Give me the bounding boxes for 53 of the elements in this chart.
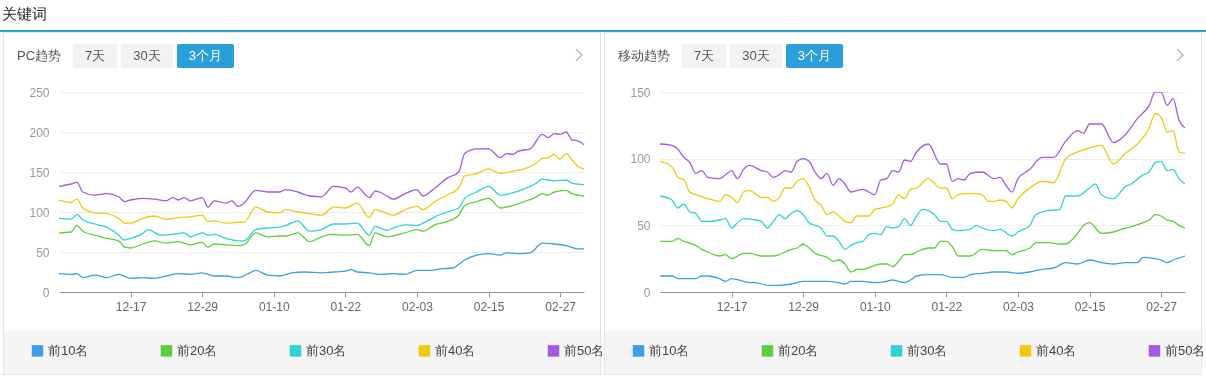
x-tick-label: 02-03 bbox=[402, 299, 434, 314]
line-series bbox=[660, 160, 1185, 250]
chart-title: 移动趋势 bbox=[618, 47, 670, 65]
line-series bbox=[660, 255, 1185, 286]
x-tick-label: 01-10 bbox=[258, 299, 290, 314]
x-tick-label: 12-29 bbox=[788, 299, 820, 314]
y-tick-label: 50 bbox=[637, 218, 651, 233]
x-tick-label: 12-29 bbox=[187, 299, 219, 314]
x-tick-label: 12-17 bbox=[115, 299, 147, 314]
x-tick-label: 02-27 bbox=[545, 299, 577, 314]
x-tick-label: 01-22 bbox=[931, 299, 963, 314]
x-tick-label: 02-03 bbox=[1003, 299, 1035, 314]
text: 3个月 bbox=[785, 44, 843, 68]
text: 7天 bbox=[682, 44, 727, 68]
legend-label: 前10名 bbox=[48, 342, 89, 358]
legend-label: 前50名 bbox=[564, 342, 605, 358]
line-series bbox=[660, 92, 1185, 196]
legend-label: 前40名 bbox=[435, 342, 476, 358]
line-series bbox=[59, 131, 584, 208]
legend-label: 前40名 bbox=[1036, 342, 1077, 358]
y-tick-label: 150 bbox=[29, 165, 50, 180]
line-series bbox=[660, 214, 1185, 273]
x-tick-label: 01-22 bbox=[330, 299, 362, 314]
line-series bbox=[59, 242, 584, 280]
line-series bbox=[660, 112, 1185, 224]
x-tick-label: 02-15 bbox=[473, 299, 505, 314]
chart-title: PC趋势 bbox=[17, 47, 62, 65]
y-tick-label: 200 bbox=[29, 125, 50, 140]
x-tick-label: 01-10 bbox=[859, 299, 891, 314]
text: 7天 bbox=[73, 44, 118, 68]
line-series bbox=[59, 189, 584, 249]
text: 30天 bbox=[121, 44, 173, 68]
x-tick-label: 02-27 bbox=[1146, 299, 1178, 314]
y-tick-label: 100 bbox=[29, 205, 50, 220]
x-tick-label: 02-15 bbox=[1074, 299, 1106, 314]
legend-label: 前30名 bbox=[306, 342, 347, 358]
y-tick-label: 250 bbox=[29, 85, 50, 100]
text: 3个月 bbox=[176, 44, 234, 68]
y-tick-label: 50 bbox=[36, 245, 50, 260]
line-series bbox=[59, 178, 584, 242]
legend-label: 前20名 bbox=[177, 342, 218, 358]
legend-label: 前30名 bbox=[907, 342, 948, 358]
text: 关键词 bbox=[0, 0, 1206, 32]
y-tick-label: 150 bbox=[630, 85, 651, 100]
x-tick-label: 12-17 bbox=[716, 299, 748, 314]
y-tick-label: 0 bbox=[42, 285, 50, 300]
y-tick-label: 100 bbox=[630, 152, 651, 167]
legend-label: 前50名 bbox=[1165, 342, 1206, 358]
text: 30天 bbox=[730, 44, 782, 68]
y-tick-label: 0 bbox=[643, 285, 651, 300]
line-series bbox=[59, 152, 584, 224]
legend-label: 前20名 bbox=[778, 342, 819, 358]
legend-label: 前10名 bbox=[649, 342, 690, 358]
